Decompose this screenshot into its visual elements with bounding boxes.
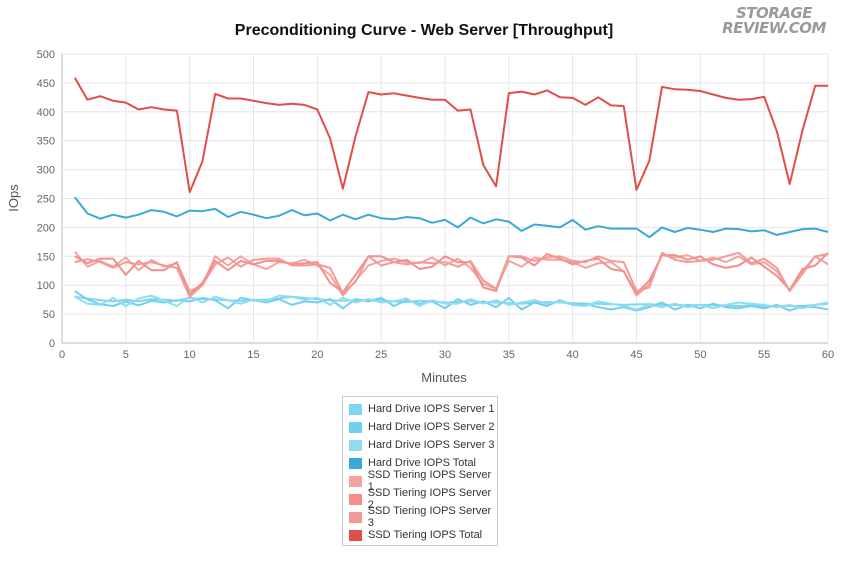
chart-title: Preconditioning Curve - Web Server [Thro… [235, 22, 613, 39]
legend-swatch [349, 529, 362, 541]
y-tick-label: 400 [37, 107, 55, 119]
series-line-6 [74, 252, 829, 296]
y-tick-label: 300 [37, 165, 55, 177]
x-tick-label: 60 [822, 349, 834, 361]
series-line-8 [73, 77, 828, 194]
legend-item[interactable]: SSD Tiering IOPS Server 2 [349, 487, 497, 511]
x-axis-ticks: 0 5 10 15 20 25 30 35 40 45 50 55 60 [59, 349, 834, 361]
legend-label: Hard Drive IOPS Server 2 [368, 421, 495, 433]
legend-swatch [349, 493, 362, 505]
legend-label: SSD Tiering IOPS Server 2 [367, 487, 492, 511]
logo-line-2: REVIEW.COM [722, 19, 826, 37]
series-line-7 [74, 251, 829, 298]
y-tick-label: 200 [37, 222, 55, 234]
legend-swatch [349, 403, 362, 415]
y-tick-label: 0 [49, 338, 55, 350]
legend-item[interactable]: SSD Tiering IOPS Total [349, 526, 497, 544]
legend-swatch [349, 457, 362, 469]
series-line-3 [74, 294, 829, 311]
x-tick-label: 5 [123, 349, 129, 361]
legend-swatch [349, 511, 362, 523]
legend-label: SSD Tiering IOPS Server 1 [367, 469, 492, 493]
x-tick-label: 35 [503, 349, 515, 361]
y-tick-label: 450 [37, 78, 55, 90]
x-tick-label: 55 [758, 349, 770, 361]
y-tick-label: 50 [43, 309, 55, 321]
chart-legend: Hard Drive IOPS Server 1 Hard Drive IOPS … [342, 396, 498, 546]
y-tick-label: 350 [37, 136, 55, 148]
legend-label: Hard Drive IOPS Server 1 [368, 403, 495, 415]
legend-label: SSD Tiering IOPS Server 3 [367, 505, 492, 529]
legend-label: SSD Tiering IOPS Total [368, 529, 483, 541]
legend-label: Hard Drive IOPS Server 3 [368, 439, 495, 451]
y-tick-label: 250 [37, 194, 55, 206]
x-tick-label: 50 [694, 349, 706, 361]
legend-item[interactable]: Hard Drive IOPS Server 3 [349, 436, 497, 454]
x-tick-label: 20 [311, 349, 323, 361]
x-tick-label: 0 [59, 349, 65, 361]
y-tick-label: 150 [37, 251, 55, 263]
storagereview-logo: STORAGE REVIEW.COM [720, 6, 828, 36]
legend-item[interactable]: Hard Drive IOPS Total [349, 454, 497, 472]
legend-swatch [349, 439, 362, 451]
legend-item[interactable]: Hard Drive IOPS Server 1 [349, 400, 497, 418]
x-tick-label: 25 [375, 349, 387, 361]
series-lines [73, 77, 829, 312]
logo-line-1: STORAGE [735, 4, 813, 22]
legend-label: Hard Drive IOPS Total [368, 457, 477, 469]
x-tick-label: 10 [184, 349, 196, 361]
y-tick-label: 100 [37, 280, 55, 292]
legend-swatch [349, 475, 362, 487]
x-tick-label: 40 [567, 349, 579, 361]
legend-item[interactable]: SSD Tiering IOPS Server 1 [349, 469, 497, 493]
legend-item[interactable]: Hard Drive IOPS Server 2 [349, 418, 497, 436]
x-tick-label: 15 [247, 349, 259, 361]
y-tick-label: 500 [37, 49, 55, 61]
x-tick-label: 45 [630, 349, 642, 361]
y-axis-label: IOps [6, 184, 21, 212]
series-line-4 [74, 196, 829, 239]
y-axis-ticks: 0 50 100 150 200 250 300 350 400 450 500 [37, 49, 55, 350]
x-tick-label: 30 [439, 349, 451, 361]
legend-swatch [349, 421, 362, 433]
legend-item[interactable]: SSD Tiering IOPS Server 3 [349, 505, 497, 529]
x-axis-label: Minutes [421, 370, 467, 385]
